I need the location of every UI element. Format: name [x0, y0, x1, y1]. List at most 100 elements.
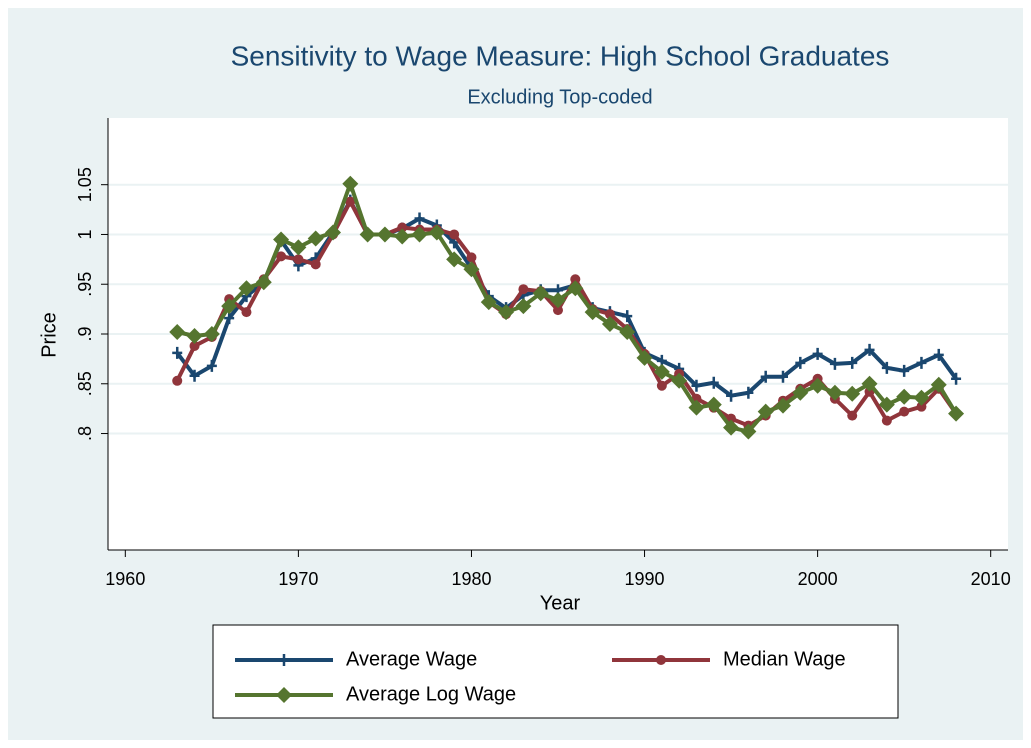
series-line: [176, 181, 958, 434]
point: [342, 175, 359, 192]
point: [636, 349, 653, 366]
point: [186, 327, 203, 344]
point: [740, 423, 757, 440]
point: [916, 356, 927, 369]
x-tick-label: 2000: [798, 569, 838, 589]
point: [723, 419, 740, 436]
point: [691, 379, 702, 392]
point: [515, 298, 532, 315]
point: [359, 226, 376, 243]
chart-subtitle: Excluding Top-coded: [467, 86, 652, 108]
point: [826, 384, 843, 401]
point: [553, 305, 563, 316]
point: [570, 274, 581, 285]
y-tick-label: 1.05: [75, 167, 95, 202]
point: [743, 386, 754, 399]
x-tick-label: 1990: [625, 569, 665, 589]
point: [550, 292, 566, 309]
point: [397, 222, 408, 233]
legend-label: Average Log Wage: [346, 683, 516, 705]
point: [310, 259, 321, 270]
point: [532, 285, 549, 302]
point: [604, 309, 615, 320]
point: [189, 369, 200, 382]
x-tick-label: 1960: [105, 569, 145, 589]
point: [775, 397, 791, 414]
point: [671, 372, 688, 389]
point: [172, 346, 183, 359]
point: [206, 359, 217, 372]
point: [878, 396, 895, 413]
point: [273, 231, 290, 248]
y-tick-label: .85: [75, 371, 95, 396]
point: [276, 251, 287, 262]
y-tick-label: 1: [75, 229, 95, 239]
point: [466, 252, 477, 263]
point: [498, 304, 515, 321]
point: [325, 224, 341, 241]
point: [622, 310, 633, 323]
point: [376, 226, 393, 243]
point: [293, 254, 304, 265]
point: [913, 389, 930, 406]
point: [688, 399, 705, 416]
legend-label: Average Wage: [346, 648, 477, 670]
point: [948, 405, 965, 422]
point: [411, 226, 428, 243]
point: [619, 324, 636, 341]
point: [584, 304, 601, 321]
point: [449, 229, 460, 240]
point: [601, 316, 618, 333]
legend-label: Median Wage: [723, 648, 846, 670]
y-axis-label: Price: [38, 312, 60, 358]
point: [844, 385, 861, 402]
point: [930, 376, 947, 393]
point: [896, 388, 913, 405]
point: [255, 274, 272, 291]
y-tick-label: .95: [75, 272, 95, 297]
point: [778, 370, 788, 383]
point: [189, 340, 200, 351]
point: [792, 384, 809, 401]
point: [726, 389, 737, 402]
legend-marker: [279, 654, 289, 666]
point: [760, 370, 771, 383]
x-tick-label: 1980: [451, 569, 491, 589]
legend-marker: [656, 655, 666, 665]
point: [829, 357, 840, 370]
point: [795, 356, 806, 369]
point: [809, 377, 826, 394]
legend-marker: [276, 687, 292, 703]
point: [414, 212, 425, 225]
point: [463, 261, 480, 278]
point: [345, 196, 356, 207]
point: [567, 280, 584, 297]
point: [394, 228, 411, 245]
y-tick-label: .9: [75, 326, 95, 341]
point: [757, 403, 774, 420]
y-tick-label: .8: [75, 426, 95, 441]
point: [446, 251, 463, 268]
chart-title: Sensitivity to Wage Measure: High School…: [231, 40, 890, 71]
point: [951, 372, 962, 385]
point: [241, 307, 252, 318]
point: [916, 401, 927, 412]
x-axis-label: Year: [540, 592, 581, 614]
point: [238, 280, 255, 297]
point: [861, 375, 878, 392]
point: [653, 363, 670, 380]
point: [933, 348, 944, 361]
point: [290, 239, 307, 256]
point: [812, 347, 823, 360]
point: [864, 343, 875, 356]
point: [881, 361, 892, 374]
point: [307, 230, 324, 247]
point: [705, 396, 722, 413]
point: [656, 380, 667, 391]
point: [847, 356, 858, 369]
point: [172, 375, 183, 386]
legend-box: [212, 624, 899, 719]
point: [899, 364, 910, 377]
point: [480, 294, 497, 311]
